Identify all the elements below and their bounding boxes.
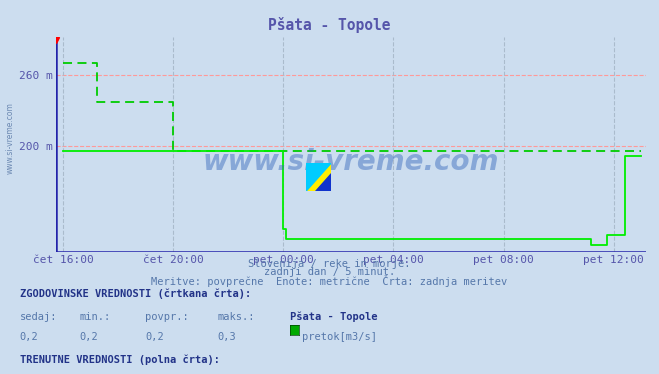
Text: pretok[m3/s]: pretok[m3/s] bbox=[302, 332, 377, 343]
Text: Pšata - Topole: Pšata - Topole bbox=[290, 312, 378, 322]
Text: 0,2: 0,2 bbox=[79, 332, 98, 343]
Polygon shape bbox=[306, 163, 331, 191]
Text: zadnji dan / 5 minut.: zadnji dan / 5 minut. bbox=[264, 267, 395, 277]
Text: Pšata - Topole: Pšata - Topole bbox=[268, 17, 391, 33]
Text: www.si-vreme.com: www.si-vreme.com bbox=[5, 102, 14, 174]
Text: ZGODOVINSKE VREDNOSTI (črtkana črta):: ZGODOVINSKE VREDNOSTI (črtkana črta): bbox=[20, 289, 251, 299]
Text: maks.:: maks.: bbox=[217, 312, 255, 322]
Text: povpr.:: povpr.: bbox=[145, 312, 188, 322]
Text: Meritve: povprečne  Enote: metrične  Črta: zadnja meritev: Meritve: povprečne Enote: metrične Črta:… bbox=[152, 275, 507, 287]
Text: 0,2: 0,2 bbox=[20, 332, 38, 343]
Polygon shape bbox=[306, 163, 331, 191]
Text: www.si-vreme.com: www.si-vreme.com bbox=[203, 148, 499, 176]
Polygon shape bbox=[315, 172, 331, 191]
Text: 0,3: 0,3 bbox=[217, 332, 236, 343]
Text: Slovenija / reke in morje.: Slovenija / reke in morje. bbox=[248, 259, 411, 269]
Text: sedaj:: sedaj: bbox=[20, 312, 57, 322]
Text: min.:: min.: bbox=[79, 312, 110, 322]
Text: 0,2: 0,2 bbox=[145, 332, 163, 343]
Text: TRENUTNE VREDNOSTI (polna črta):: TRENUTNE VREDNOSTI (polna črta): bbox=[20, 354, 219, 365]
